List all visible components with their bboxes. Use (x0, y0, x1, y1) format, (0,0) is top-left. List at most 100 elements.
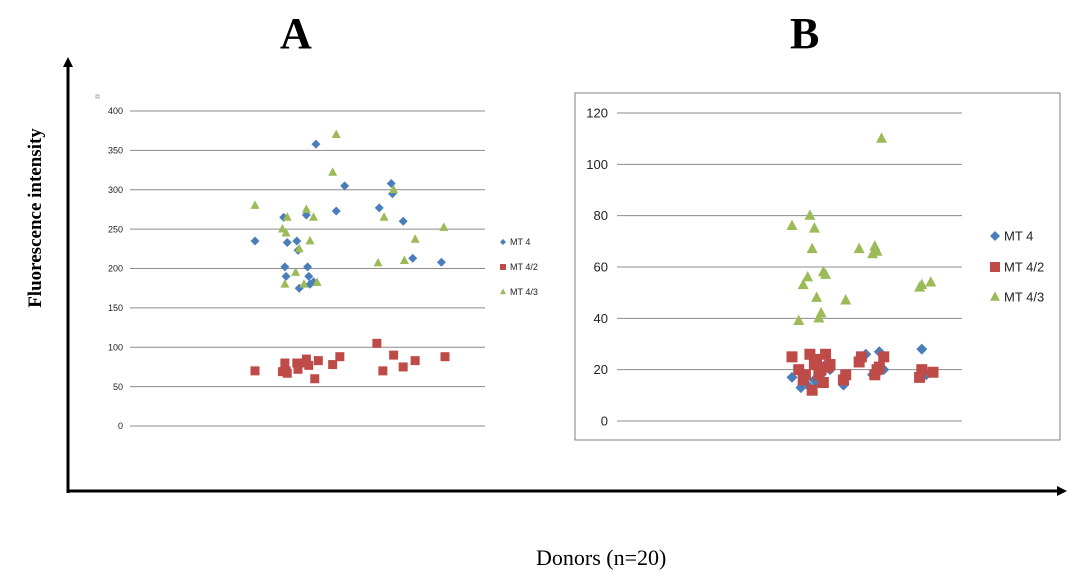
chart-b-y-tick-label: 20 (594, 362, 608, 377)
chart-a-point-triangle (291, 267, 301, 276)
chart-b-point-square (815, 364, 827, 376)
chart-b-y-tick-label: 100 (586, 157, 608, 172)
chart-b-point-square (914, 371, 926, 383)
chart-a-point-diamond (250, 236, 260, 246)
chart-a-y-tick-label: 150 (108, 303, 123, 313)
chart-b-frame (574, 92, 1061, 441)
chart-a-point-diamond (408, 253, 418, 263)
chart-b-point-square (786, 351, 798, 363)
chart-a-point-triangle (379, 212, 389, 221)
chart-a-point-square (313, 356, 323, 366)
chart-a-legend-label: MT 4 (510, 237, 530, 247)
chart-a-point-triangle (328, 167, 338, 176)
chart-b: 0 20 40 60 80 100 120 MT 4 MT 4/2 MT 4/3 (586, 106, 1044, 429)
chart-a-legend-marker-triangle (500, 288, 506, 295)
chart-a-point-diamond (292, 236, 302, 246)
chart-a-legend-marker-square (500, 264, 506, 270)
chart-a-point-square (410, 356, 420, 366)
chart-a-y-tick-label: 300 (108, 185, 123, 195)
chart-a-point-diamond (280, 262, 290, 272)
chart-a-point-square (378, 366, 388, 376)
chart-a-y-tick-label: 0 (118, 421, 123, 431)
chart-a-point-square (335, 352, 345, 362)
chart-a-point-square (280, 358, 290, 368)
chart-a-point-diamond (281, 271, 291, 281)
chart-a-point-triangle (280, 279, 290, 288)
chart-b-point-triangle (815, 306, 827, 318)
chart-a-point-triangle (281, 227, 291, 237)
chart-a-point-diamond (398, 216, 408, 226)
chart-a-y-tick-label: 200 (108, 264, 123, 274)
chart-b-y-tick-label: 0 (601, 414, 608, 429)
chart-a-point-triangle (309, 212, 319, 221)
chart-b-point-triangle (925, 276, 937, 287)
chart-b-point-square (824, 359, 836, 371)
chart-b-point-square (840, 369, 852, 381)
chart-b-point-square (793, 364, 805, 376)
chart-a-point-triangle (282, 212, 292, 221)
chart-a-point-triangle (294, 243, 304, 253)
chart-b-point-triangle (806, 242, 818, 254)
chart-b-point-triangle (802, 270, 814, 282)
chart-b-point-square (855, 351, 867, 363)
chart-a-point-diamond (331, 206, 341, 216)
chart-a-point-square (389, 350, 399, 360)
chart-a-y-tick-label: 100 (108, 342, 123, 352)
chart-b-point-square (820, 348, 832, 360)
chart-a-point-triangle (299, 279, 309, 288)
chart-a-point-triangle (250, 200, 260, 209)
chart-b-point-triangle (916, 278, 928, 290)
chart-a-point-triangle (312, 277, 322, 287)
chart-a-point-triangle (277, 223, 287, 233)
chart-b-point-triangle (811, 291, 823, 302)
chart-a-y-tick-label: 350 (108, 146, 123, 156)
chart-b-point-square (804, 348, 816, 360)
chart-b-y-tick-label: 120 (586, 106, 608, 121)
chart-b-point-triangle (876, 132, 888, 143)
chart-b-point-triangle (808, 222, 820, 233)
chart-a-point-square (372, 338, 382, 348)
chart-a-legend-label: MT 4/2 (510, 262, 538, 272)
chart-a-point-square (304, 360, 314, 370)
chart-b-point-square (916, 364, 928, 376)
chart-a-point-square (293, 364, 303, 374)
chart-a-point-triangle (399, 255, 409, 264)
chart-b-point-triangle (804, 209, 816, 220)
chart-b-legend-label: MT 4 (1004, 229, 1033, 244)
chart-b-y-tick-label: 40 (594, 311, 608, 326)
chart-a-point-triangle (410, 234, 420, 243)
chart-b-legend-marker-diamond (990, 231, 1000, 241)
chart-b-point-triangle (797, 278, 809, 290)
chart-a-y-tick-label: 50 (113, 382, 123, 392)
chart-b-point-square (873, 361, 885, 373)
chart-a-point-square (292, 358, 302, 368)
chart-b-point-triangle (840, 294, 852, 305)
chart-a-point-diamond (303, 262, 313, 272)
chart-a-point-triangle (389, 184, 399, 194)
chart-a-point-square (398, 362, 408, 372)
chart-a-point-diamond (340, 181, 350, 191)
chart-a-point-triangle (373, 257, 383, 267)
chart-b-point-diamond (916, 343, 928, 355)
chart-a-point-diamond (304, 271, 314, 281)
chart-a-point-square (301, 354, 311, 364)
chart-b-y-tick-label: 60 (594, 260, 608, 275)
chart-b-point-square (806, 384, 818, 396)
chart-a-point-square (328, 360, 338, 370)
chart-a-point-triangle (439, 222, 449, 231)
chart-b-point-triangle (820, 268, 832, 279)
chart-b-y-tick-label: 80 (594, 208, 608, 223)
chart-a-point-triangle (331, 129, 341, 138)
chart-b-point-square (811, 353, 823, 365)
chart-b-point-triangle (853, 242, 865, 254)
chart-b-legend-marker-triangle (990, 291, 1000, 301)
chart-a-point-triangle (301, 204, 311, 213)
chart-a-point-square (310, 374, 320, 384)
chart-b-point-triangle (793, 314, 805, 326)
chart-a-legend-marker-diamond (500, 239, 506, 245)
x-axis-label: Donors (n=20) (536, 545, 667, 570)
panel-label-a: A (280, 9, 312, 58)
chart-a-point-diamond (436, 257, 446, 267)
chart-b-point-square (878, 351, 890, 363)
